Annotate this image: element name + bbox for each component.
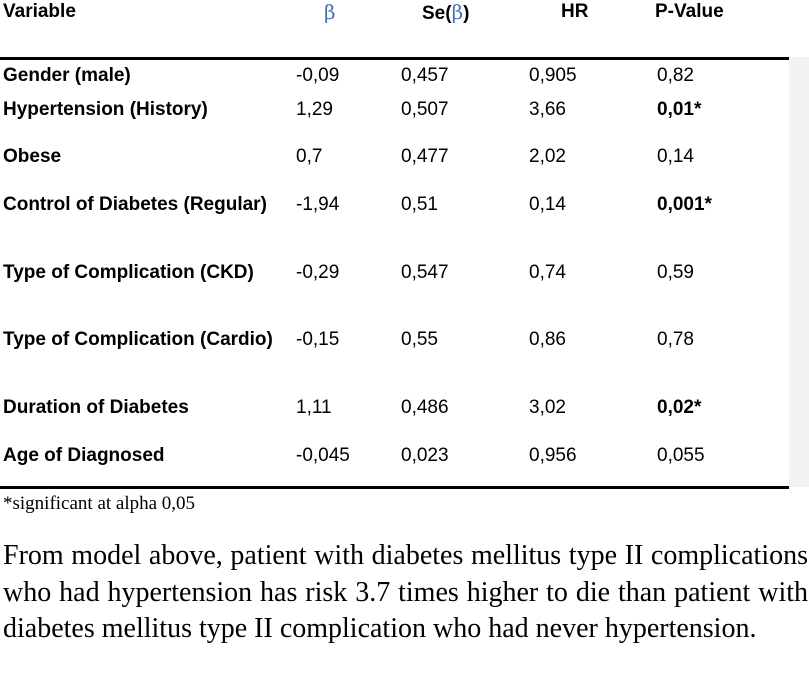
table-cell-pvalue: 0,14 [657,146,694,167]
table-cell-hr: 3,02 [529,397,566,418]
table-cell-se: 0,55 [401,329,438,350]
table-cell-hr: 2,02 [529,146,566,167]
table-cell-beta: -0,045 [296,445,350,466]
table-bottom-rule [0,486,789,489]
table-cell-hr: 0,74 [529,262,566,283]
table-cell-se: 0,457 [401,65,449,86]
table-cell-beta: -0,29 [296,262,340,283]
table-cell-pvalue-significant: 0,01* [657,99,702,120]
table-cell-pvalue: 0,82 [657,65,694,86]
table-cell-se: 0,547 [401,262,449,283]
header-se-prefix: Se( [422,3,452,24]
table-row-variable: Control of Diabetes (Regular) [3,194,267,215]
table-cell-pvalue: 0,59 [657,262,694,283]
table-cell-hr: 0,905 [529,65,577,86]
table-cell-se: 0,51 [401,194,438,215]
header-se-beta: Se(β) [422,0,469,30]
table-cell-se: 0,023 [401,445,449,466]
table-cell-pvalue: 0,055 [657,445,705,466]
table-cell-pvalue-significant: 0,02* [657,397,702,418]
table-cell-se: 0,486 [401,397,449,418]
table-cell-beta: -0,09 [296,65,340,86]
table-cell-se: 0,477 [401,146,449,167]
table-row-variable: Type of Complication (Cardio) [3,329,273,350]
table-edge-shading [789,57,809,487]
table-cell-beta: 1,29 [296,99,333,120]
table-cell-beta: 0,7 [296,146,323,167]
table-footnote: *significant at alpha 0,05 [3,493,196,514]
header-pvalue: P-Value [655,1,724,22]
header-variable: Variable [3,1,76,22]
header-beta: β [324,0,336,30]
table-cell-hr: 0,14 [529,194,566,215]
table-cell-se: 0,507 [401,99,449,120]
header-hr: HR [561,1,589,22]
table-row-variable: Age of Diagnosed [3,445,165,466]
table-cell-hr: 3,66 [529,99,566,120]
body-paragraph: From model above, patient with diabetes … [3,540,808,644]
table-top-rule [0,57,789,60]
table-cell-hr: 0,956 [529,445,577,466]
table-row-variable: Gender (male) [3,65,131,86]
beta-symbol: β [324,0,336,24]
header-se-suffix: ) [463,3,470,24]
table-row-variable: Obese [3,146,62,167]
table-cell-pvalue: 0,78 [657,329,694,350]
table-cell-beta: -1,94 [296,194,340,215]
table-cell-pvalue-significant: 0,001* [657,194,712,215]
table-row-variable: Type of Complication (CKD) [3,262,254,283]
beta-symbol: β [451,0,464,24]
table-cell-hr: 0,86 [529,329,566,350]
table-row-variable: Hypertension (History) [3,99,208,120]
table-cell-beta: 1,11 [296,397,332,418]
table-row-variable: Duration of Diabetes [3,397,189,418]
table-cell-beta: -0,15 [296,329,340,350]
